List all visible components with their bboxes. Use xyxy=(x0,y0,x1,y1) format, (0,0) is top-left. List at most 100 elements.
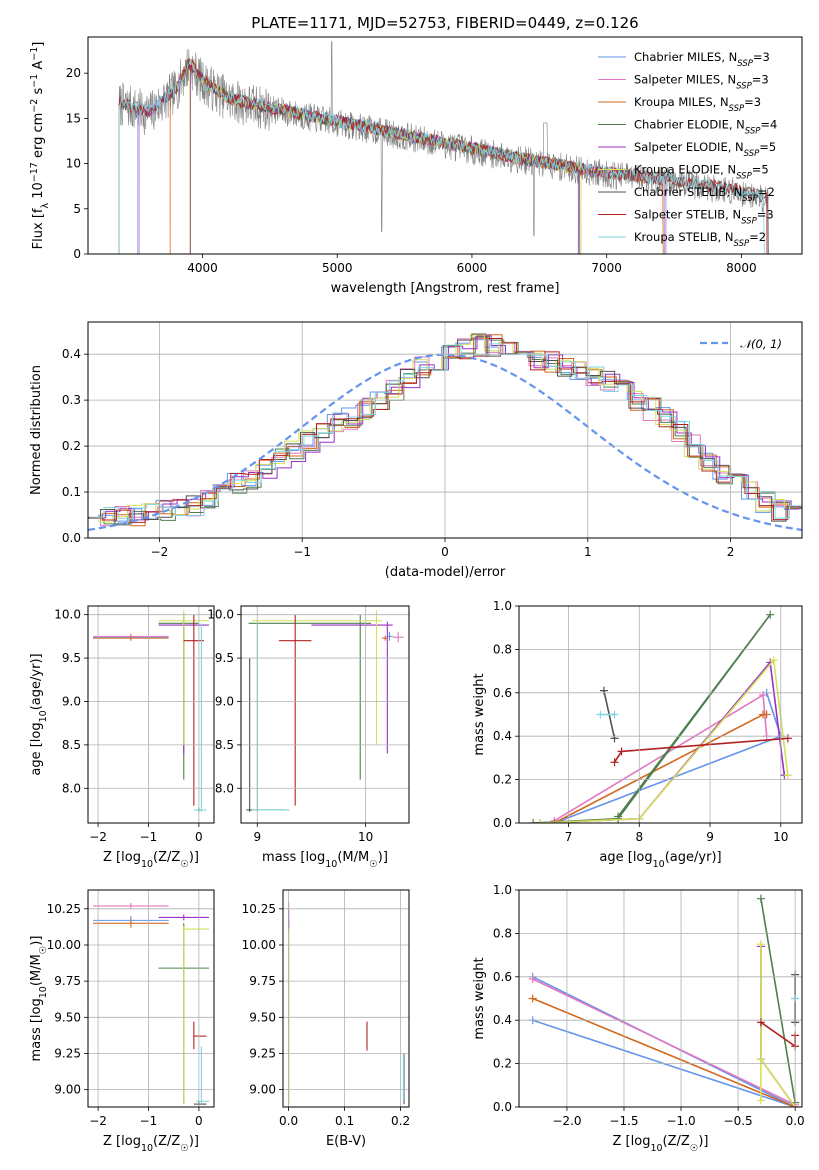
label-part: (data-mode xyxy=(385,565,461,580)
label-part: log xyxy=(29,722,44,742)
label-part: mass [ xyxy=(262,850,305,865)
tick-label-x: 7000 xyxy=(591,261,622,275)
tick-label-x: 0.0 xyxy=(279,1114,298,1128)
series-point xyxy=(528,974,537,983)
residual-histogram-kroupa-elodie xyxy=(88,334,799,523)
tick-label-y: 0.4 xyxy=(62,347,81,361)
series-point xyxy=(783,771,792,780)
series-chabrier-elodie xyxy=(529,610,775,823)
x-axis-label: Z [log10(Z/Z☉)] xyxy=(103,1134,199,1154)
tick-label-x: 5000 xyxy=(322,261,353,275)
tick-label-x: 6000 xyxy=(457,261,488,275)
legend-sub: SSP xyxy=(734,239,750,249)
series-line xyxy=(760,898,796,1103)
point-salpeter-stelib xyxy=(183,614,204,806)
label-part: 10 xyxy=(38,986,49,998)
axes-frame xyxy=(240,605,410,824)
point-chabrier-elodie xyxy=(248,614,372,780)
series-point xyxy=(610,758,619,767)
x-axis-label: wavelength [Angstrom, rest frame] xyxy=(331,281,560,296)
tick-label-y: 1.0 xyxy=(493,599,512,613)
label-part: −2 xyxy=(29,99,40,113)
tick-label-y: 0.2 xyxy=(493,773,512,787)
tick-label-y: 5 xyxy=(73,202,81,216)
label-part: ☉ xyxy=(180,859,189,870)
tick-label-y: 8.0 xyxy=(215,781,234,795)
tick-label-y: 10.25 xyxy=(47,902,81,916)
series-line xyxy=(532,997,796,1107)
point-salpeter-elodie xyxy=(311,621,393,754)
series-salpeter-stelib xyxy=(756,1018,800,1051)
tick-label-x: 2 xyxy=(727,545,735,559)
label-part: ux [f xyxy=(31,208,46,238)
series-point xyxy=(610,734,619,743)
tick-label-y: 0.8 xyxy=(493,642,512,656)
legend-text: Chabrier ELODIE, N xyxy=(634,118,745,132)
tick-label-y: 9.0 xyxy=(215,694,234,708)
legend-text: Chabrier MILES, N xyxy=(634,50,737,64)
x-axis-label: E(B-V) xyxy=(326,1134,366,1149)
residual-histogram-chabrier-stelib xyxy=(88,333,801,526)
tick-label-x: −2 xyxy=(89,1114,107,1128)
label-part: (M/M xyxy=(29,954,44,986)
tick-label-y: 10.25 xyxy=(242,902,276,916)
tick-label-y: 8.0 xyxy=(62,781,81,795)
label-part: age [ xyxy=(29,742,44,775)
tick-label-x: 0.0 xyxy=(786,1114,805,1128)
chart-age-vs-Z: −2 −1 08.08.59.09.510.0Z [log10(Z/Z☉)]age … xyxy=(29,605,215,870)
tick-label-x: −1 xyxy=(140,830,158,844)
tick-label-x: 0 xyxy=(441,545,449,559)
series-chabrier-elodie xyxy=(756,894,800,1107)
plot-area xyxy=(529,610,792,823)
tick-label-y: 9.25 xyxy=(54,1046,81,1060)
legend-entry-salpeter-elodie: Salpeter ELODIE, NSSP=5 xyxy=(634,140,776,159)
tick-label-y: 0.8 xyxy=(493,926,512,940)
plot-area xyxy=(528,894,800,1107)
x-axis-label: age [log10(age/yr)] xyxy=(599,850,721,870)
tick-label-x: −1 xyxy=(140,1114,158,1128)
y-axis-label: age [log10(age/yr)] xyxy=(29,653,49,775)
series-line xyxy=(540,660,786,823)
label-part: (M/M xyxy=(337,850,369,865)
tick-label-y: 0.4 xyxy=(493,1013,512,1027)
label-part: (age/yr)] xyxy=(665,850,722,865)
series-point xyxy=(756,1055,765,1064)
label-part: 10 xyxy=(141,1143,153,1154)
tick-label-y: 8.5 xyxy=(215,738,234,752)
legend-text: =2 xyxy=(758,185,775,199)
x-axis-label: Z [log10(Z/Z☉)] xyxy=(613,1134,709,1154)
axes-frame xyxy=(518,605,803,824)
label-part: log xyxy=(121,1134,141,1149)
tick-label-y: 10.0 xyxy=(54,608,81,622)
tick-label-x: 10 xyxy=(358,830,373,844)
legend-sub: SSP xyxy=(736,172,752,182)
chart-mass-vs-EBV: 0.0 0.1 0.2 9.00 9.25 9.50 9.75 10.00 10.25 E(B-V… xyxy=(242,889,410,1149)
legend-entry-salpeter-stelib: Salpeter STELIB, NSSP=3 xyxy=(634,208,774,227)
legend-entry-kroupa-stelib: Kroupa STELIB, NSSP=2 xyxy=(634,230,766,249)
label-part: 10 xyxy=(38,710,49,722)
legend-sub: SSP xyxy=(744,149,760,159)
point-salpeter-miles xyxy=(93,903,169,909)
tick-label-x: −2 xyxy=(89,830,107,844)
label-part: log xyxy=(631,1134,651,1149)
label-part: age [ xyxy=(599,850,632,865)
label-part: 10 xyxy=(650,1143,662,1154)
label-part: s xyxy=(31,88,46,99)
label-part: F xyxy=(31,242,46,249)
legend-text: =5 xyxy=(759,140,776,154)
x-axis-label: mass [log10(M/M☉)] xyxy=(262,850,388,870)
legend-text: Kroupa ELODIE, N xyxy=(634,163,736,177)
tick-label-y: 9.75 xyxy=(54,974,81,988)
tick-label-y: 0.6 xyxy=(493,686,512,700)
tick-label-y: 0.1 xyxy=(62,485,81,499)
tick-label-x: −2.0 xyxy=(552,1114,581,1128)
tick-label-y: 10.0 xyxy=(207,608,234,622)
series-point xyxy=(528,994,537,1003)
plot-area xyxy=(93,610,209,812)
point-chabrier-miles xyxy=(387,632,393,641)
tick-label-x: 7 xyxy=(565,830,573,844)
series-point xyxy=(756,1018,765,1027)
